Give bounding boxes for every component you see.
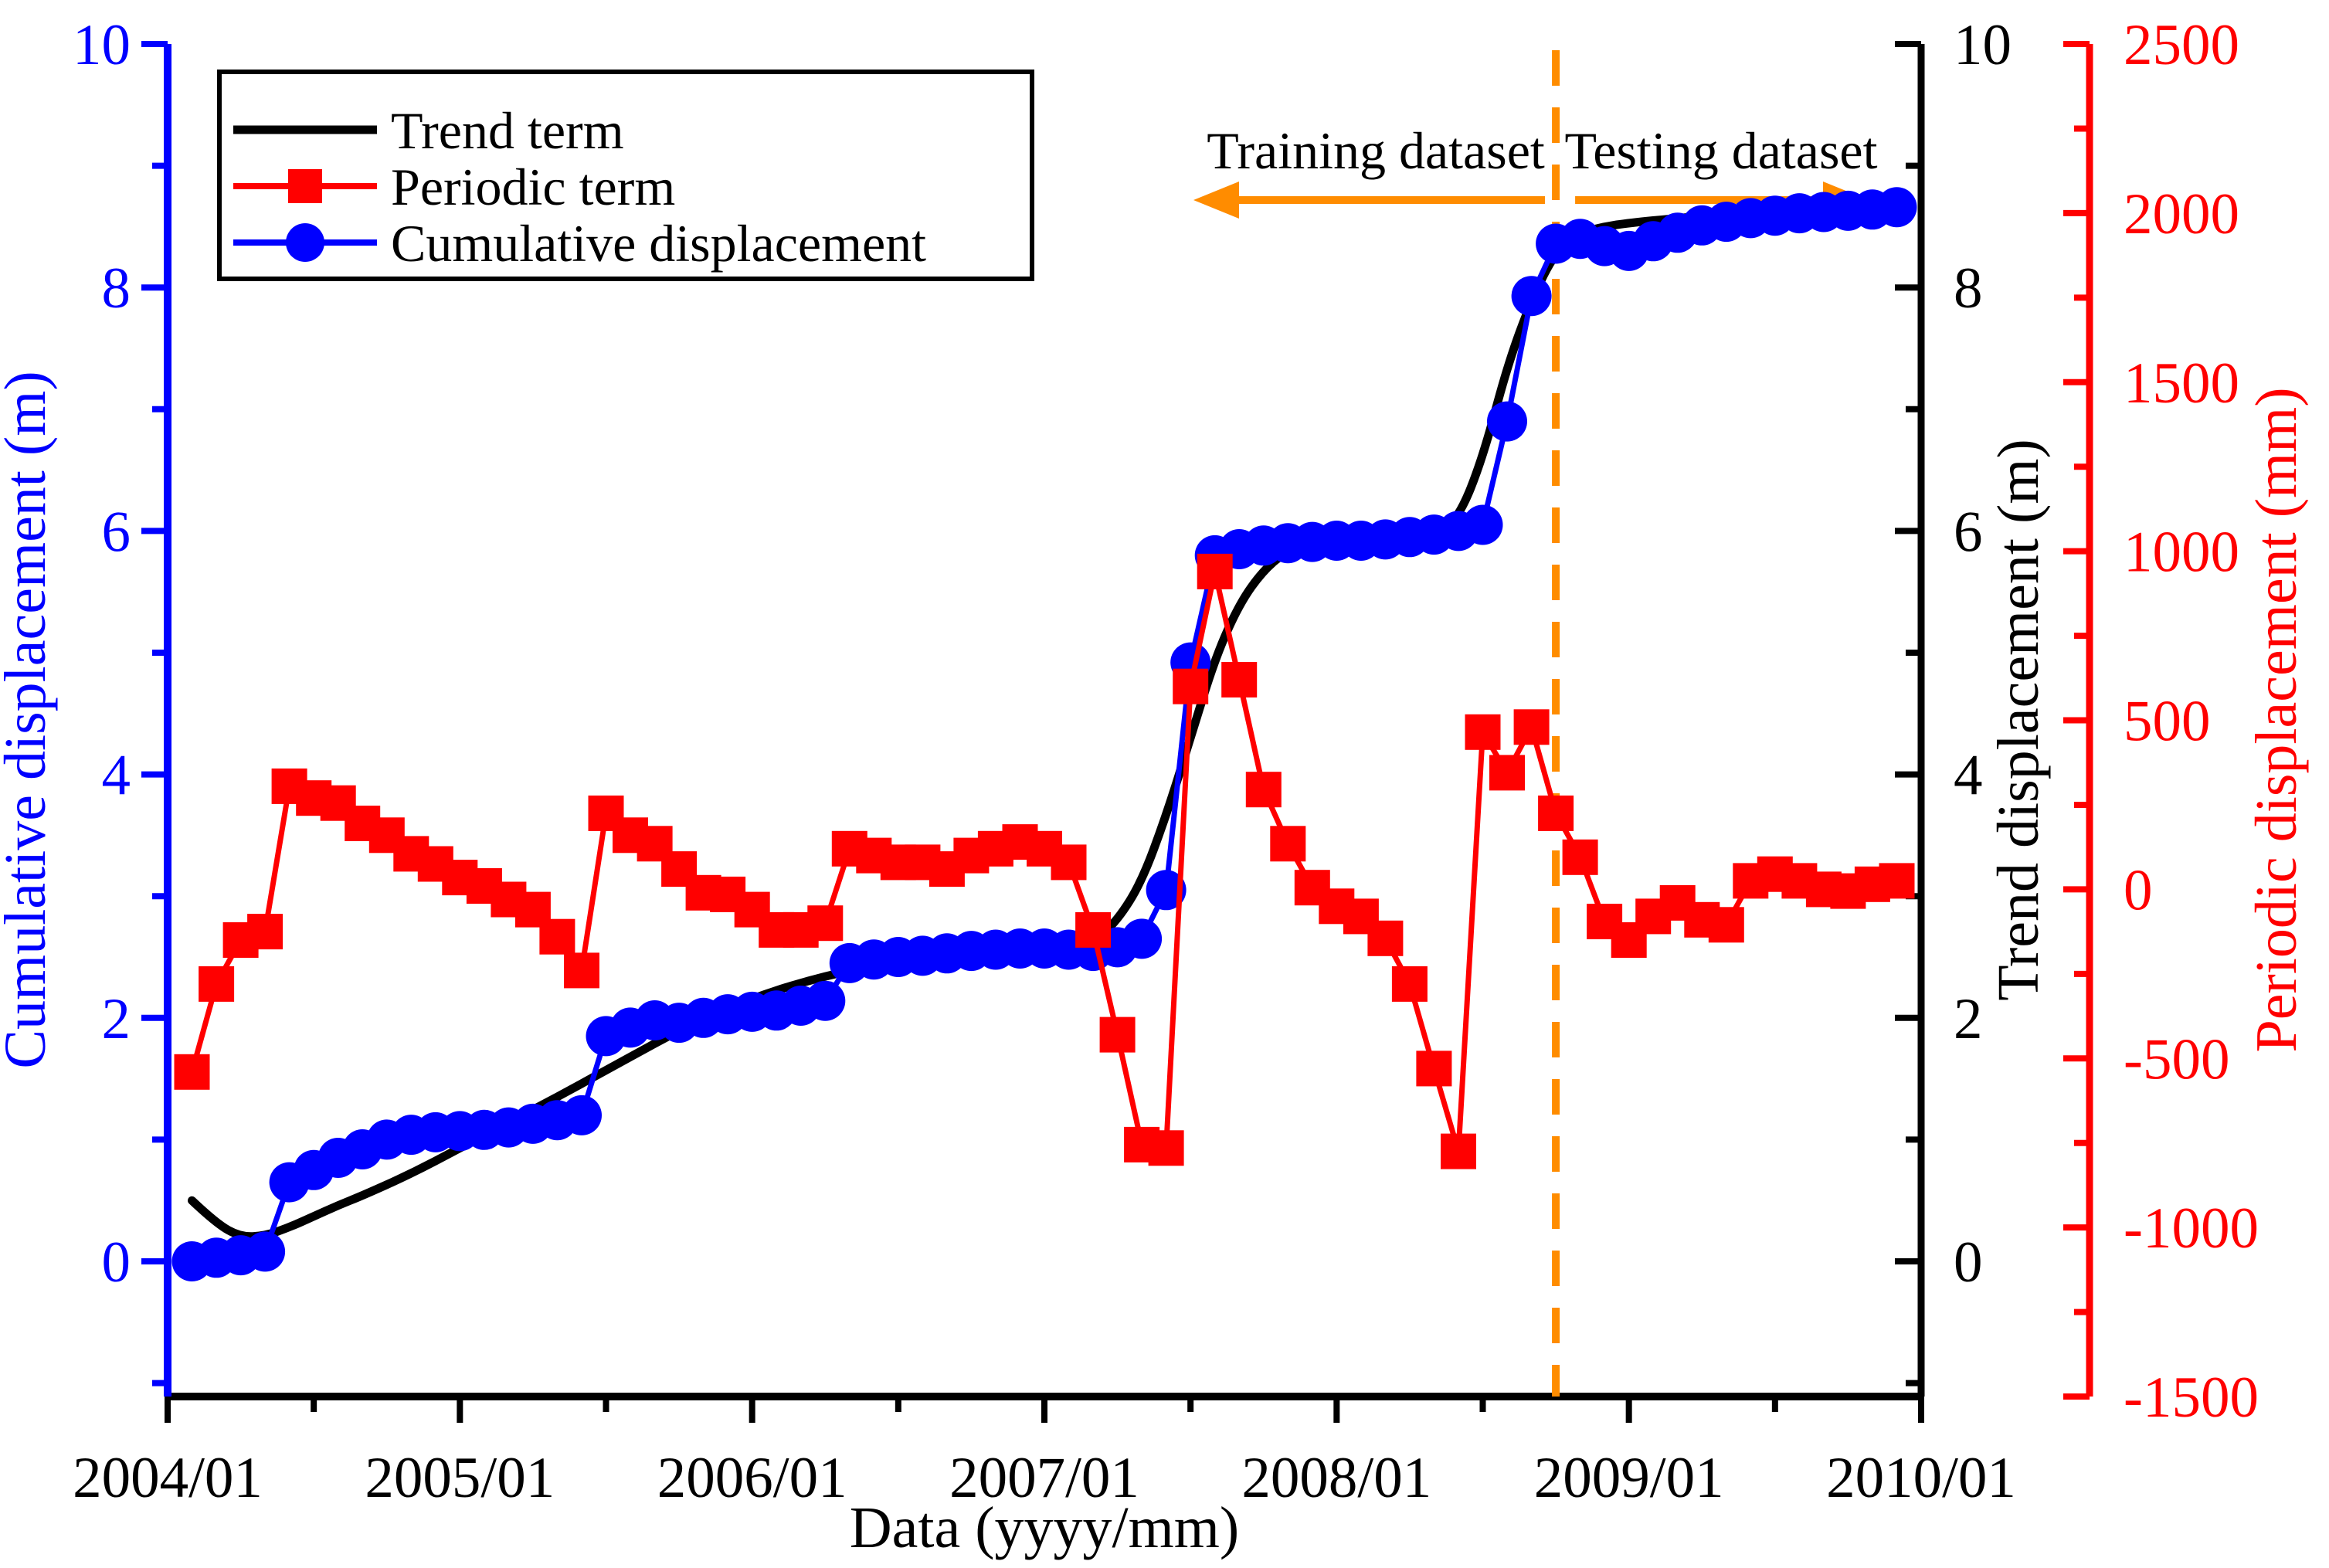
x-tick-label: 2008/01	[1241, 1446, 1431, 1510]
trend-tick-label: 4	[1954, 744, 1983, 808]
periodic-point-marker	[1562, 839, 1598, 875]
cumulative-tick-label: 2	[102, 987, 131, 1051]
periodic-point-marker	[1148, 1130, 1184, 1166]
legend-square-icon	[288, 169, 322, 203]
periodic-series	[174, 553, 1915, 1169]
cumulative-point-marker	[1487, 401, 1527, 442]
periodic-point-marker	[1367, 920, 1404, 956]
cumulative-point-marker	[1876, 187, 1917, 228]
cumulative-tick-label: 6	[102, 500, 131, 564]
training-dataset-label: Training dataset	[1207, 121, 1545, 180]
periodic-point-marker	[174, 1054, 210, 1090]
periodic-point-marker	[1513, 709, 1550, 745]
cumulative-tick-label: 10	[73, 13, 131, 77]
periodic-point-marker	[1416, 1050, 1452, 1087]
cumulative-point-marker	[805, 980, 846, 1021]
periodic-point-marker	[1075, 911, 1112, 948]
trend-tick-label: 0	[1954, 1230, 1983, 1295]
periodic-point-marker	[807, 905, 844, 942]
cumulative-tick-label: 0	[102, 1230, 131, 1295]
periodic-point-marker	[1465, 714, 1501, 750]
cumulative-point-marker	[562, 1095, 602, 1135]
cumulative-axis-title: Cumulative displacement (m)	[0, 371, 58, 1068]
cumulative-point-marker	[1511, 276, 1552, 317]
periodic-tick-label: 0	[2124, 858, 2153, 922]
periodic-point-marker	[199, 966, 235, 1002]
periodic-point-marker	[1099, 1016, 1136, 1053]
x-tick-label: 2009/01	[1534, 1446, 1724, 1510]
periodic-point-marker	[1051, 844, 1087, 881]
legend-item-label: Periodic term	[391, 158, 675, 216]
cumulative-series	[171, 187, 1917, 1281]
trend-series-line	[188, 202, 1913, 1241]
trend-tick-label: 6	[1954, 500, 1983, 564]
periodic-point-marker	[1221, 662, 1258, 697]
cumulative-tick-label: 8	[102, 256, 131, 321]
periodic-tick-label: -1500	[2124, 1366, 2259, 1430]
training-arrowhead-icon	[1193, 182, 1239, 219]
periodic-tick-label: -500	[2124, 1027, 2229, 1091]
periodic-point-marker	[1270, 826, 1306, 862]
testing-dataset-label: Testing dataset	[1564, 121, 1877, 180]
right-axis-trend: 0 2 4 6 8 10 Trend displacement (m)	[1895, 13, 2051, 1397]
trend-tick-label: 8	[1954, 256, 1983, 321]
periodic-tick-label: 2000	[2124, 182, 2239, 246]
periodic-point-marker	[247, 914, 283, 950]
periodic-tick-label: 2500	[2124, 13, 2239, 77]
periodic-point-marker	[1197, 553, 1233, 589]
left-axis-cumulative: 0 2 4 6 8 10 Cumulative displacement (m)	[0, 13, 171, 1397]
legend-circle-icon	[286, 223, 324, 262]
periodic-tick-label: 1500	[2124, 351, 2239, 416]
periodic-point-marker	[1173, 668, 1209, 704]
periodic-point-marker	[1538, 795, 1574, 831]
right-axis-periodic: 2500 2000 1500 1000 500 0 -500 -1000 -1500 Period…	[2063, 13, 2309, 1430]
trend-tick-label: 10	[1954, 13, 2012, 77]
legend-item-label: Trend term	[391, 101, 624, 160]
periodic-tick-label: 1000	[2124, 521, 2239, 585]
x-axis-title: Data (yyyy/mm)	[850, 1495, 1239, 1560]
x-tick-label: 2010/01	[1826, 1446, 2016, 1510]
periodic-point-marker	[1489, 755, 1525, 791]
x-tick-label: 2007/01	[949, 1446, 1139, 1510]
periodic-point-marker	[1879, 863, 1915, 899]
trend-tick-label: 2	[1954, 987, 1983, 1051]
cumulative-point-marker	[1146, 870, 1187, 911]
cumulative-point-marker	[1122, 918, 1163, 959]
periodic-point-marker	[1245, 772, 1282, 808]
cumulative-tick-label: 4	[102, 744, 131, 808]
x-tick-label: 2004/01	[73, 1446, 263, 1510]
periodic-axis-title: Periodic displacement (mm)	[2244, 387, 2309, 1052]
x-axis: 2004/01 2005/01 2006/01 2007/01 2008/01 2009/…	[73, 1393, 2016, 1560]
training-testing-annotation: Training dataset Testing dataset	[1193, 50, 1878, 1397]
legend-item-label: Cumulative displacement	[391, 214, 926, 273]
periodic-point-marker	[564, 952, 599, 989]
periodic-tick-label: 500	[2124, 690, 2211, 754]
periodic-point-marker	[539, 918, 575, 955]
cumulative-series-line	[191, 204, 1897, 1264]
trend-series	[188, 202, 1913, 1241]
periodic-point-marker	[1391, 966, 1428, 1002]
periodic-tick-label: -1000	[2124, 1196, 2259, 1261]
x-tick-label: 2006/01	[657, 1446, 847, 1510]
periodic-point-marker	[1441, 1133, 1476, 1169]
cumulative-point-marker	[245, 1231, 286, 1272]
trend-axis-title: Trend displacement (m)	[1986, 439, 2051, 1001]
periodic-point-marker	[1708, 907, 1744, 943]
x-tick-label: 2005/01	[365, 1446, 555, 1510]
cumulative-point-marker	[1462, 504, 1503, 545]
